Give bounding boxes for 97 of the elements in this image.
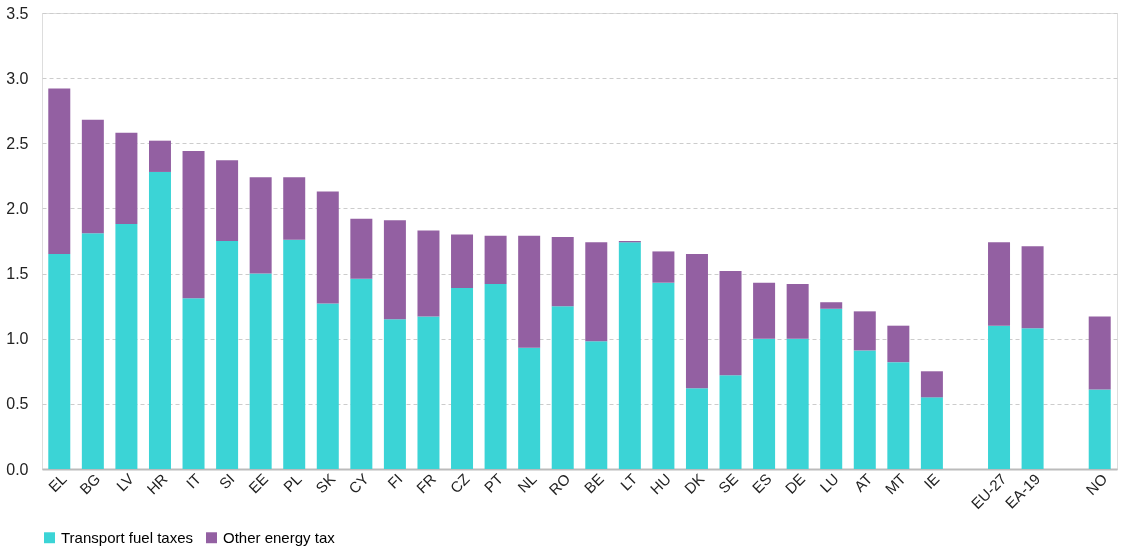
bar xyxy=(417,316,440,469)
bar xyxy=(685,254,708,389)
bar xyxy=(249,177,272,274)
bar xyxy=(652,282,675,469)
bar xyxy=(1021,328,1044,469)
x-tick-label: DK xyxy=(680,470,708,497)
x-tick-label: NL xyxy=(514,470,540,496)
bar xyxy=(1088,316,1111,390)
x-tick-label: PT xyxy=(480,470,507,496)
bar xyxy=(585,242,608,342)
x-tick-label: NO xyxy=(1082,470,1111,499)
bar xyxy=(820,308,843,469)
legend-label: Transport fuel taxes xyxy=(61,528,194,546)
bar xyxy=(551,306,574,469)
x-tick-label: RO xyxy=(545,470,574,499)
x-tick-label: SI xyxy=(215,470,238,493)
bar xyxy=(518,235,541,348)
bar xyxy=(753,282,776,339)
bar xyxy=(182,298,205,469)
bar xyxy=(484,235,507,284)
bar xyxy=(719,270,742,376)
x-tick-label: FI xyxy=(384,470,406,492)
x-tick-label: ES xyxy=(748,470,775,497)
bar xyxy=(81,119,104,234)
bar xyxy=(1021,246,1044,329)
x-tick-label: LV xyxy=(112,470,138,495)
bar xyxy=(652,251,675,283)
bar xyxy=(719,375,742,469)
bar xyxy=(551,237,574,307)
x-tick-label: EE xyxy=(245,470,272,497)
bar xyxy=(216,160,239,241)
bar xyxy=(484,283,507,469)
y-tick-label: 0.0 xyxy=(6,460,29,478)
x-tick-label: CY xyxy=(345,470,372,497)
x-tick-label: MT xyxy=(881,470,909,498)
x-tick-label: FR xyxy=(412,469,440,497)
y-tick-label: 2.5 xyxy=(6,134,29,152)
x-tick-label: AT xyxy=(850,470,876,495)
bar xyxy=(1088,389,1111,469)
bar xyxy=(518,347,541,469)
bar xyxy=(887,362,910,469)
bar xyxy=(920,397,943,469)
bar xyxy=(920,371,943,398)
bar xyxy=(283,177,306,240)
bar xyxy=(115,132,138,225)
y-tick-label: 3.0 xyxy=(6,69,29,87)
x-tick-label: BG xyxy=(76,470,104,498)
bar xyxy=(316,303,339,469)
bar xyxy=(786,338,809,469)
bar xyxy=(216,241,239,469)
bar xyxy=(786,283,809,339)
bar xyxy=(853,311,876,351)
x-tick-label: IE xyxy=(920,470,943,493)
bar xyxy=(451,287,474,469)
x-tick-label: PL xyxy=(279,470,305,496)
y-tick-label: 0.5 xyxy=(6,395,29,413)
bar xyxy=(988,242,1011,326)
x-tick-label: LU xyxy=(816,470,842,496)
x-tick-label: LT xyxy=(616,470,641,494)
bar xyxy=(81,233,104,469)
bar xyxy=(283,239,306,469)
bar xyxy=(585,341,608,469)
x-tick-label: BE xyxy=(580,470,607,497)
bar xyxy=(48,254,71,469)
bar xyxy=(115,224,138,469)
x-tick-label: HR xyxy=(143,469,171,498)
bar xyxy=(451,234,474,288)
bar xyxy=(316,191,339,304)
bar xyxy=(148,171,171,469)
bar xyxy=(685,388,708,469)
bar xyxy=(820,302,843,309)
bar xyxy=(988,325,1011,469)
bar xyxy=(182,151,205,299)
x-tick-label: IT xyxy=(182,470,205,492)
x-tick-label: SK xyxy=(312,470,339,497)
bar xyxy=(148,140,171,172)
bar xyxy=(350,278,373,469)
x-tick-label: DE xyxy=(781,470,809,497)
y-tick-label: 2.0 xyxy=(6,199,29,217)
bar xyxy=(853,350,876,469)
bar xyxy=(383,319,406,469)
x-tick-label: EL xyxy=(44,470,70,496)
bar xyxy=(887,325,910,363)
bar xyxy=(417,230,440,317)
bar xyxy=(48,88,71,255)
bar xyxy=(350,218,373,279)
y-tick-label: 3.5 xyxy=(6,4,29,22)
y-tick-label: 1.0 xyxy=(6,330,29,348)
bar xyxy=(249,273,272,469)
x-tick-label: SE xyxy=(714,470,742,497)
legend-label: Other energy tax xyxy=(223,528,336,546)
bar xyxy=(753,338,776,469)
bar xyxy=(618,242,641,469)
x-tick-label: CZ xyxy=(446,470,473,497)
bar xyxy=(383,220,406,320)
x-tick-label: HU xyxy=(646,470,675,498)
y-tick-label: 1.5 xyxy=(6,265,29,283)
